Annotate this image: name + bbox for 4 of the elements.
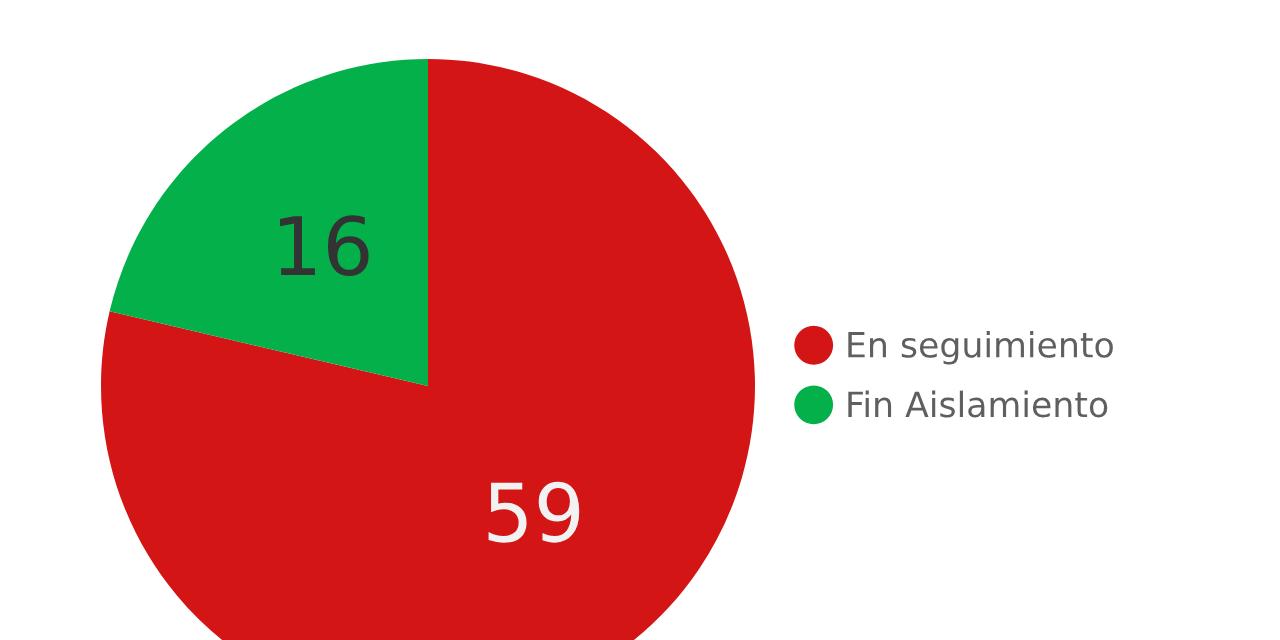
data-label: 59 (488, 481, 580, 543)
legend-label: Fin Aislamiento (848, 390, 1108, 418)
legend-label: En seguimiento (848, 330, 1113, 365)
data-label: 16 (279, 215, 369, 277)
